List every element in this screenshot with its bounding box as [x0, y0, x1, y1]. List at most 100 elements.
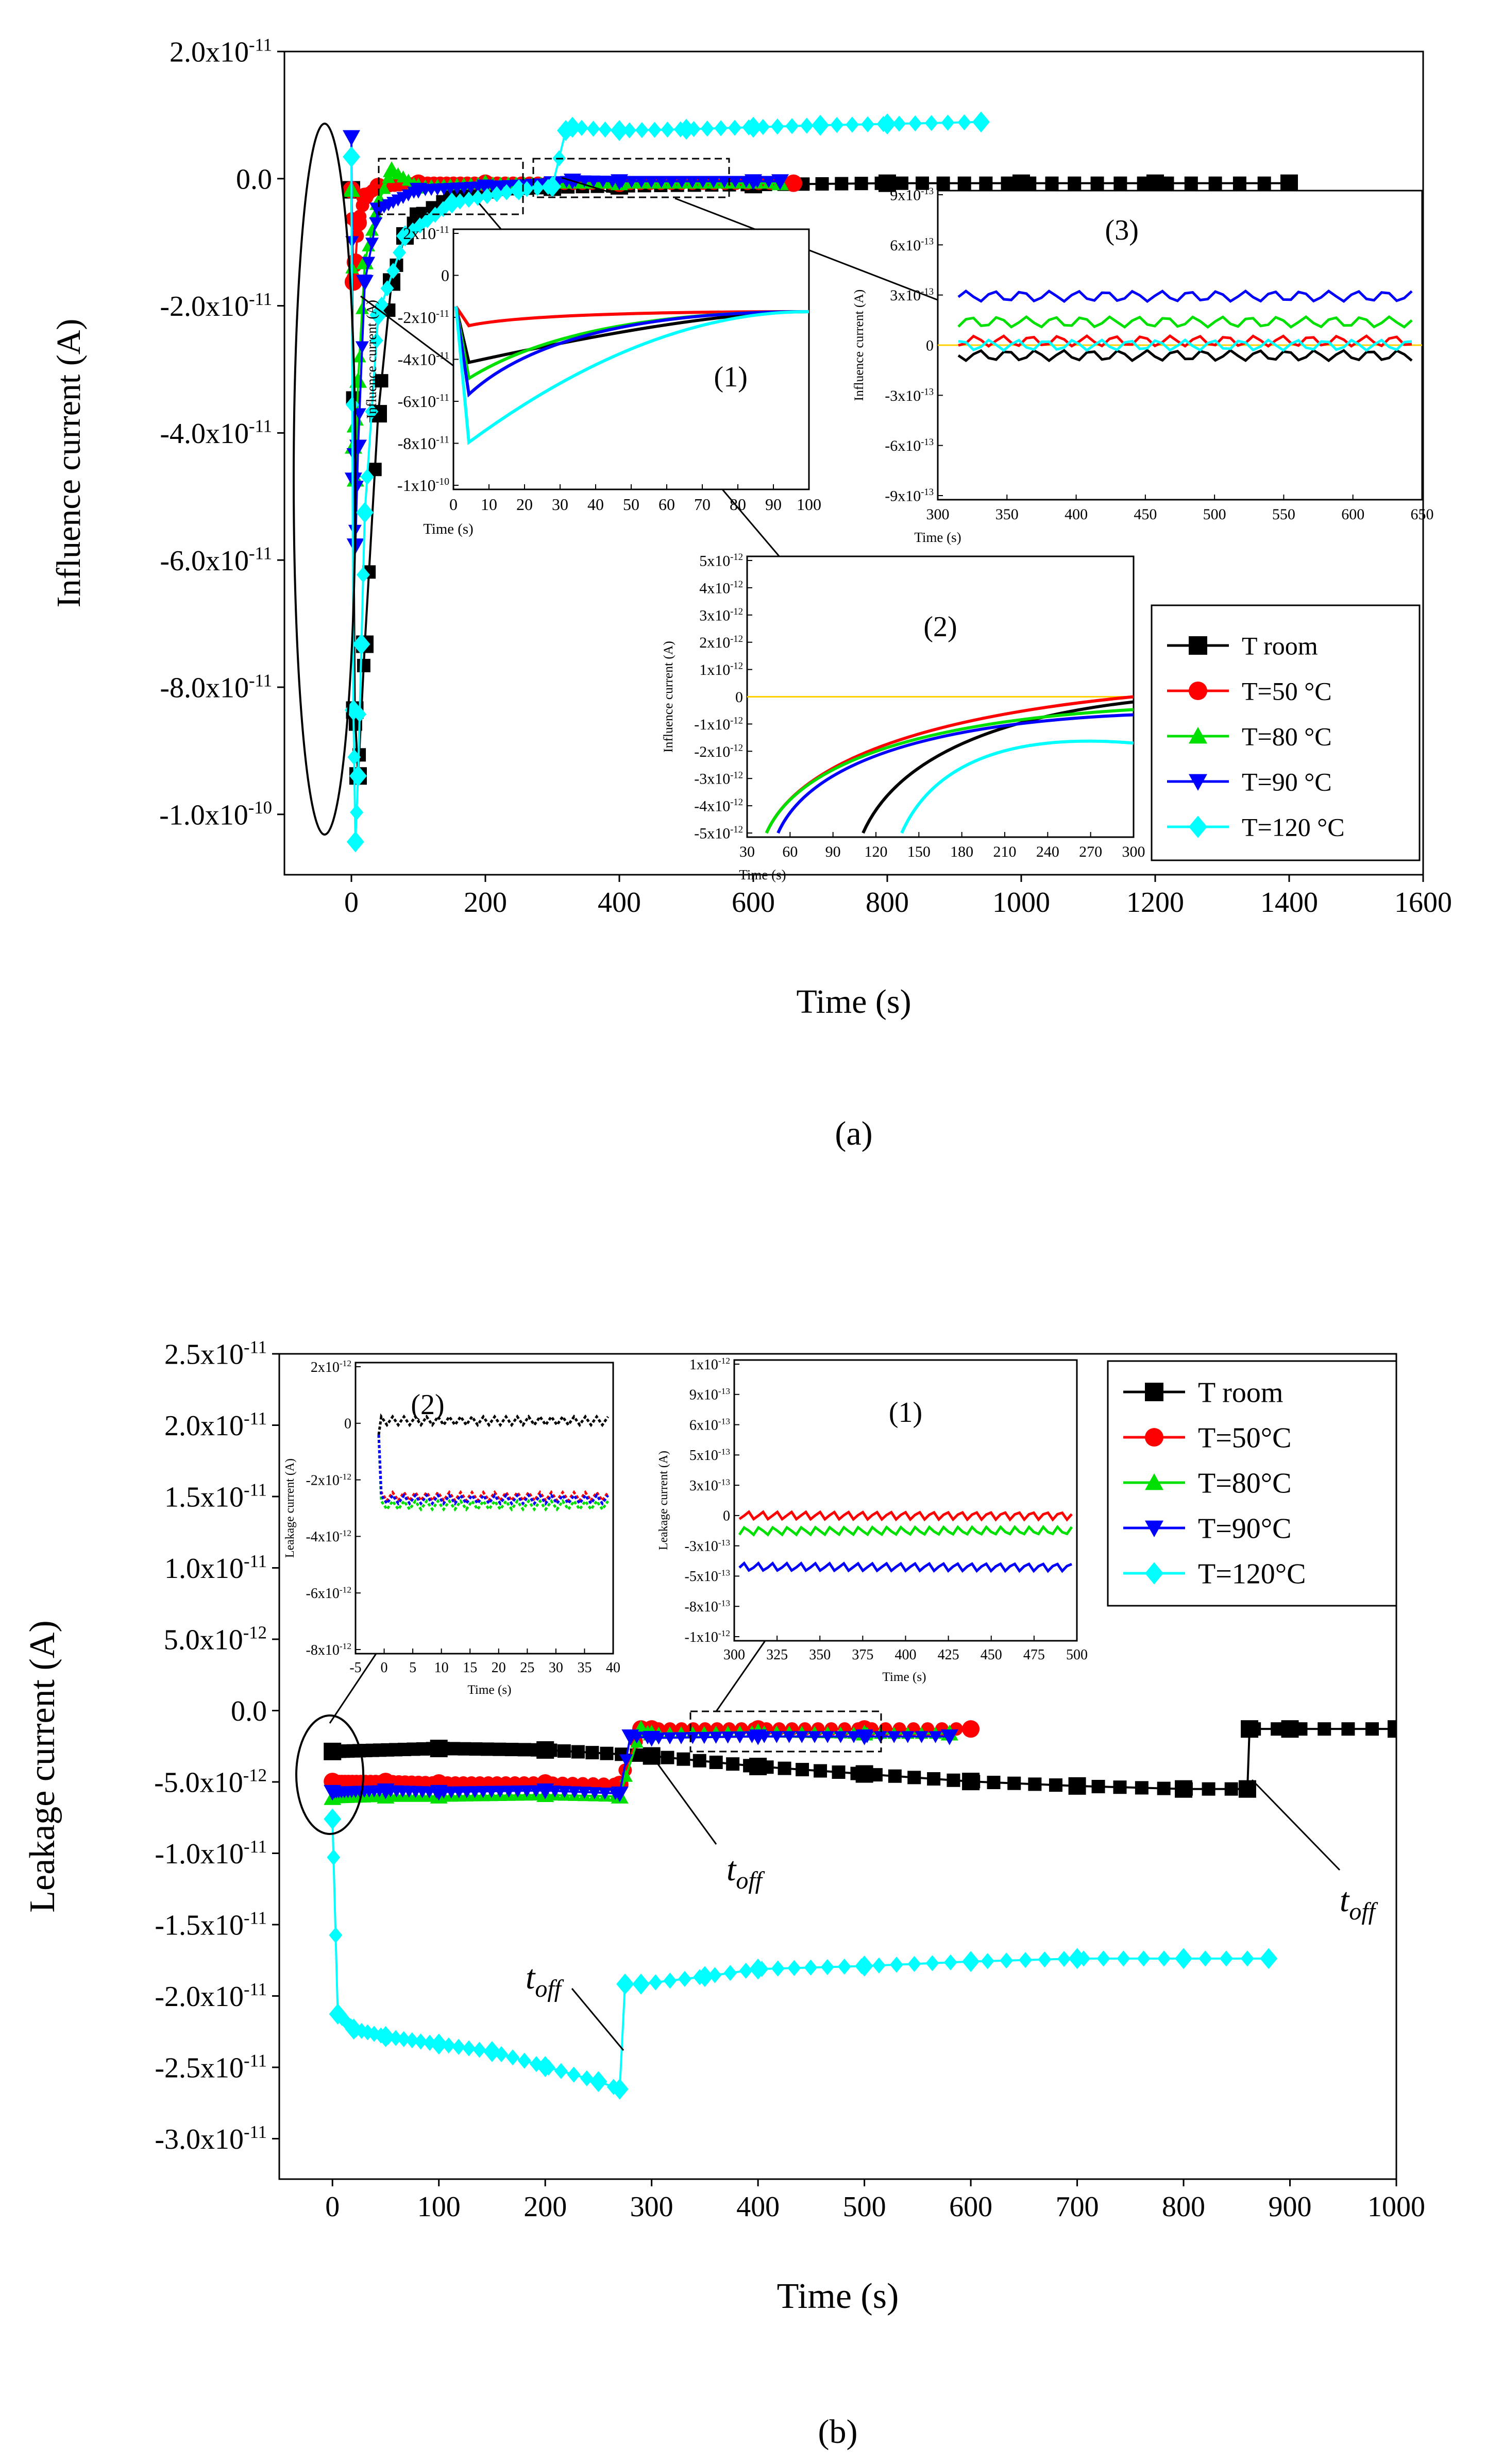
data-point — [693, 1754, 706, 1768]
inset-x-tick-label: 400 — [895, 1647, 917, 1663]
x-tick-label: 800 — [1162, 2191, 1205, 2223]
data-point — [377, 182, 391, 194]
inset-y-tick-label: 3x10-12 — [699, 606, 743, 624]
data-point — [327, 1849, 341, 1865]
data-point — [785, 118, 799, 134]
y-tick-label-base: -6.0x10 — [160, 545, 249, 577]
y-tick-label-base: 1.5x10 — [164, 1482, 244, 1514]
y-tick-label-base: 2.0x10 — [170, 37, 249, 69]
inset-y-tick-label: -8x10-13 — [685, 1598, 730, 1615]
data-point — [375, 374, 389, 388]
data-point — [517, 2052, 531, 2069]
legend-marker — [1189, 815, 1207, 838]
inset-y-tick-label-base: -9x10 — [885, 488, 921, 505]
data-point — [1028, 1777, 1042, 1791]
inset-y-axis-label: Leakage current (A) — [657, 1451, 670, 1550]
inset-x-tick-label: 450 — [1134, 506, 1157, 523]
data-point — [821, 1731, 835, 1743]
inset-x-tick-label: 0 — [449, 495, 458, 514]
data-point — [972, 111, 990, 133]
inset-y-tick-label: -5x10-13 — [685, 1568, 730, 1585]
x-tick-label: 200 — [464, 887, 507, 919]
data-point — [462, 2040, 476, 2057]
inset-y-axis-label: Influence current (A) — [851, 290, 866, 401]
legend-label: T=80°C — [1198, 1468, 1292, 1500]
inset-y-tick-label: 5x10-12 — [699, 552, 743, 569]
data-point — [324, 1742, 342, 1760]
inset-curves — [738, 1510, 1073, 1573]
data-point — [558, 1786, 571, 1798]
data-point — [696, 176, 710, 188]
inset-y-tick-label-exp: -13 — [718, 1598, 730, 1608]
data-point — [936, 176, 950, 190]
data-point — [375, 296, 389, 313]
inset-y-tick-label-base: 4x10 — [699, 580, 730, 597]
inset-y-tick-label: 3x10-13 — [890, 286, 934, 304]
inset-y-axis-label: Influence current (A) — [661, 641, 676, 753]
data-point — [1135, 1781, 1149, 1795]
y-tick-label-exp: -10 — [248, 797, 272, 818]
data-point — [830, 116, 844, 133]
data-point — [1208, 176, 1222, 190]
callout-arrow — [1251, 1779, 1341, 1871]
data-point — [430, 2033, 448, 2055]
y-tick-label: 0.0 — [231, 1695, 267, 1727]
inset-x-tick-label: 350 — [995, 506, 1019, 523]
inset-y-tick-label-base: -1x10 — [685, 1629, 718, 1645]
data-point — [329, 2003, 347, 2025]
inset-y-tick-label-base: 0 — [441, 266, 449, 285]
inset-series-line — [454, 305, 809, 328]
inset-y-tick-label-exp: -12 — [730, 634, 743, 644]
callout-arrow — [674, 197, 949, 305]
x-tick-label: 1600 — [1394, 887, 1452, 919]
inset-y-tick-label: -8x10-12 — [306, 1641, 351, 1658]
x-tick-label: 600 — [949, 2191, 992, 2223]
data-point — [1257, 176, 1271, 190]
data-point — [324, 1808, 342, 1830]
y-tick-label: 2.0x10-11 — [164, 1408, 267, 1442]
data-point — [814, 1764, 828, 1778]
data-point — [1038, 1951, 1052, 1968]
data-point — [493, 1742, 506, 1756]
inset-y-tick-label-base: -5x10 — [694, 825, 730, 842]
data-point — [1012, 174, 1030, 192]
inset-y-tick-label-base: -1x10 — [694, 716, 730, 733]
inset-series-line — [377, 1434, 610, 1503]
inset-y-tick-label-base: -4x10 — [398, 350, 436, 369]
data-point — [895, 176, 909, 190]
data-point — [796, 1763, 809, 1777]
inset-curves — [377, 1413, 610, 1512]
y-tick-label: -6.0x10-11 — [160, 543, 272, 577]
data-point — [1224, 1782, 1238, 1796]
inset-y-axis-label: Influence current (A) — [364, 300, 379, 419]
y-tick-label: 0.0 — [236, 163, 272, 195]
data-point — [706, 176, 720, 188]
inset-series-line — [377, 1413, 610, 1435]
data-point — [700, 121, 714, 137]
data-point — [484, 1786, 498, 1798]
y-tick-label: -4.0x10-11 — [160, 416, 272, 450]
data-point — [567, 1786, 581, 1798]
data-point — [770, 118, 784, 135]
data-point — [855, 1729, 873, 1745]
y-tick-label: 2.0x10-11 — [170, 35, 272, 68]
inset-y-tick-label-base: 3x10 — [890, 287, 921, 304]
data-point — [353, 706, 367, 723]
data-point — [1184, 176, 1198, 190]
inset-y-tick-label-base: 2x10 — [311, 1360, 340, 1375]
x-tick-label: 1000 — [992, 887, 1050, 919]
data-point — [462, 191, 476, 208]
legend-marker — [1145, 1520, 1163, 1537]
inset-y-tick-label: -6x10-11 — [398, 392, 449, 411]
legend-marker — [1145, 1562, 1163, 1585]
inset-y-tick-label-exp: -13 — [921, 186, 934, 197]
inset-x-tick-label: 500 — [1203, 506, 1226, 523]
y-tick-label-exp: -11 — [244, 1408, 267, 1429]
data-point — [1091, 1780, 1105, 1794]
inset-y-tick-label-base: 0 — [926, 337, 934, 354]
inset-y-tick-label-exp: -12 — [730, 606, 743, 617]
legend-label: T room — [1242, 632, 1318, 660]
data-point — [887, 1731, 901, 1743]
data-point — [663, 1973, 677, 1989]
data-point — [916, 176, 930, 190]
